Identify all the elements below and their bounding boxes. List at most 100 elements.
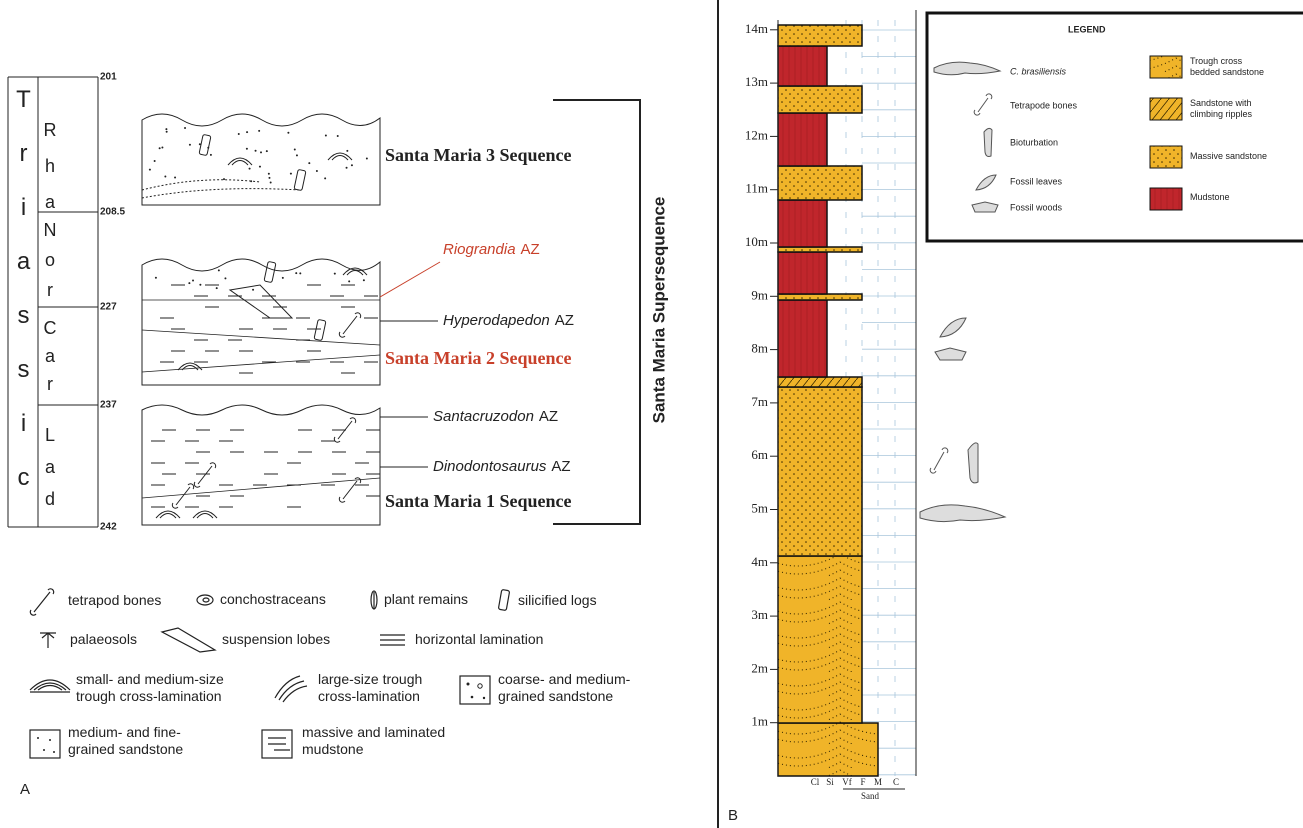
grain [218,269,220,271]
decoration [1150,188,1182,210]
decoration [968,443,978,483]
grain [316,170,318,172]
grain [260,151,262,153]
bone-icon [172,484,193,508]
legend-line: cross-lamination [318,688,420,704]
grain [334,273,336,275]
legend-line: climbing ripples [1190,109,1253,119]
grain [224,277,226,279]
grain [268,177,270,179]
legend-label: tetrapod bones [68,592,161,608]
legend-label: horizontal lamination [415,631,543,647]
grain [351,164,353,166]
bed [778,252,827,294]
grain [238,133,240,135]
age: 227 [100,302,117,313]
grain [325,135,327,137]
depth-label: 11m [745,181,768,196]
trough-icon [193,511,217,518]
bone-icon [194,463,215,487]
depth-label: 3m [751,607,768,622]
depth-label: 5m [751,500,768,515]
grain [216,287,218,289]
legend-label: palaeosols [70,631,137,647]
decoration [935,348,966,360]
legend-label: Tetrapode bones [1010,100,1078,110]
legend-line: suspension lobes [222,631,330,647]
grain [149,169,151,171]
grain-size-label: Vf [842,777,852,787]
page: { "panel_a": { "label": "A", "period": "… [0,0,1303,828]
grain [199,284,201,286]
grain [246,131,248,133]
grain [363,279,365,281]
zone-rank: AZ [521,241,540,258]
zone-rank: AZ [555,312,574,329]
decoration [40,633,56,648]
depth-label: 12m [745,127,768,142]
grain [324,177,326,179]
decoration [142,259,380,385]
decoration [380,635,405,645]
decoration [142,180,300,198]
bone-icon [339,313,360,337]
legend-label: C. brasiliensis [1010,66,1067,76]
zone-genus: Dinodontosaurus [433,458,547,475]
decoration [1150,56,1182,78]
panel-label: A [20,781,30,798]
decoration [43,749,45,751]
legend-line: Mudstone [1190,192,1230,202]
legend-line: bedded sandstone [1190,67,1264,77]
legend-line: small- and medium-size [76,671,224,687]
depth-label: 8m [751,341,768,356]
grain-size-label: C [893,777,899,787]
age: 208.5 [100,207,125,218]
grain-size-label: Cl [811,777,820,787]
legend-label: Mudstone [1190,192,1230,202]
legend-label: coarse- and medium-grained sandstone [498,671,631,704]
zone-genus: Santacruzodon [433,408,534,425]
trough-icon [156,511,180,518]
log-icon [314,319,326,340]
grain [346,150,348,152]
grain [250,180,252,182]
grain [258,130,260,132]
legend-line: massive and laminated [302,724,445,740]
bed [778,46,827,86]
grain [174,176,176,178]
depth-label: 10m [745,234,768,249]
decoration [930,448,948,473]
legend-label: small- and medium-sizetrough cross-lamin… [76,671,224,704]
grain [154,160,156,162]
legend-label: plant remains [384,591,468,607]
grain-size-label: M [874,777,882,787]
grain [290,173,292,175]
zone-rank: AZ [539,408,558,425]
legend-line: grained sandstone [68,741,183,757]
age: 237 [100,400,117,411]
grain [282,277,284,279]
decoration [30,589,53,615]
legend-line: Massive sandstone [1190,151,1267,161]
legend-line: large-size trough [318,671,422,687]
legend-line: Trough cross [1190,56,1243,66]
grain [346,167,348,169]
decoration [483,697,485,699]
legend-label: silicified logs [518,592,597,608]
grain [249,168,251,170]
depth-label: 7m [751,394,768,409]
grain [255,150,257,152]
sequence-label: Santa Maria 1 Sequence [385,491,572,511]
trough-icon [343,268,367,275]
grain [348,280,350,282]
decoration [162,628,215,652]
depth-label: 14m [745,21,768,36]
legend-label: Fossil leaves [1010,176,1063,186]
decoration [142,478,380,498]
grain [287,132,289,134]
decoration [471,696,474,699]
legend-line: plant remains [384,591,468,607]
decoration [230,285,292,318]
grain [188,282,190,284]
log-icon [294,169,306,190]
